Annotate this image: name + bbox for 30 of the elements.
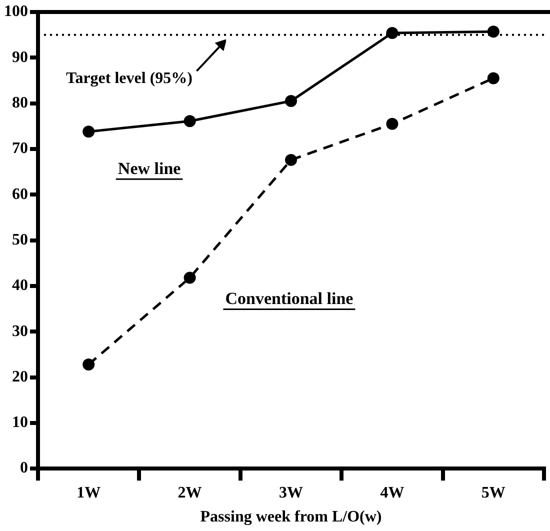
point (285, 154, 297, 166)
point (487, 72, 500, 84)
point (386, 27, 398, 40)
y-tick-label: 0 (20, 460, 28, 477)
series-label: New line (118, 159, 182, 178)
y-tick-label: 40 (12, 277, 28, 294)
series-label: Conventional line (225, 289, 354, 308)
point (184, 115, 196, 128)
y-tick-label: 60 (12, 186, 28, 203)
y-tick-label: 10 (12, 414, 28, 432)
y-tick-label: 100 (4, 3, 28, 20)
y-tick-label: 30 (12, 322, 28, 340)
x-axis-title: Passing week from L/O(w) (200, 508, 382, 526)
ref-line-label: Target level (95%) (66, 70, 192, 87)
x-tick-label: 2W (178, 484, 202, 502)
y-tick-label: 50 (12, 231, 28, 248)
y-tick-label: 90 (12, 48, 28, 66)
point (82, 126, 95, 138)
x-tick-label: 3W (279, 484, 303, 502)
point (487, 26, 500, 38)
x-tick-label: 1W (76, 484, 101, 502)
x-tick-label: 5W (481, 484, 506, 502)
y-tick-label: 70 (12, 140, 28, 158)
y-tick-label: 20 (12, 368, 28, 386)
point (386, 118, 398, 130)
y-tick-label: 80 (12, 94, 28, 112)
x-tick-label: 4W (380, 484, 404, 502)
point (285, 95, 297, 108)
point (184, 272, 196, 284)
point (82, 358, 95, 370)
